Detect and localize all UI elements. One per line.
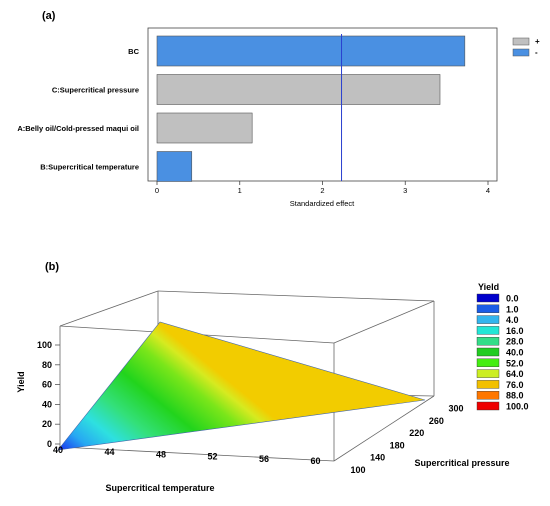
legend-level: 1.0 — [506, 304, 519, 314]
y-tick-label-3d: 140 — [370, 453, 385, 463]
x-tick-label-3d: 44 — [104, 447, 114, 457]
legend-swatch-3d — [476, 293, 500, 303]
box-edge — [59, 446, 335, 462]
legend-level: 100.0 — [506, 402, 529, 412]
legend-swatch-3d — [476, 391, 500, 400]
legend-title: Yield — [478, 282, 499, 292]
box-edge — [59, 290, 159, 327]
legend-swatch-3d — [476, 315, 500, 324]
legend-swatch — [512, 37, 530, 46]
x-tick-label-3d: 48 — [156, 449, 166, 459]
x-tick-label: 2 — [320, 186, 324, 195]
x-tick-label-3d: 56 — [259, 454, 269, 464]
legend-label: + — [535, 37, 540, 46]
legend-label: - — [535, 48, 538, 57]
z-tick-label: 40 — [42, 399, 52, 409]
legend-swatch-3d — [476, 326, 500, 335]
legend-swatch-3d — [476, 347, 500, 357]
legend-swatch-3d — [476, 369, 500, 378]
z-tick-label: 0 — [47, 439, 52, 449]
legend-level: 76.0 — [506, 380, 524, 390]
x-tick-label-3d: 60 — [310, 456, 320, 466]
box-edge — [157, 290, 435, 302]
box-edge — [333, 395, 435, 462]
bar-category-label: A:Belly oil/Cold-pressed maqui oil — [17, 124, 139, 133]
legend-level: 0.0 — [506, 294, 519, 304]
legend-level: 16.0 — [506, 326, 524, 336]
y-axis-label-3d: Supercritical pressure — [414, 458, 509, 468]
bar-chart-x-axis-label: Standardized effect — [290, 199, 355, 208]
legend-swatch-3d — [476, 304, 500, 313]
bar-1 — [156, 74, 441, 105]
y-tick-label-3d: 100 — [350, 465, 365, 475]
x-axis-label-3d: Supercritical temperature — [105, 483, 214, 493]
bar-category-label: C:Supercritical pressure — [52, 86, 139, 95]
x-tick-label-3d: 40 — [53, 445, 63, 455]
x-tick-label: 1 — [238, 186, 242, 195]
panel-b-label: (b) — [45, 261, 59, 273]
legend-level: 28.0 — [506, 337, 524, 347]
y-tick-label-3d: 260 — [429, 416, 444, 426]
box-edge — [333, 300, 435, 344]
panel-a-label: (a) — [42, 10, 56, 22]
legend-swatch-3d — [476, 358, 500, 367]
bar-2 — [156, 112, 253, 144]
legend-swatch-3d — [476, 401, 500, 411]
bar-category-label: B:Supercritical temperature — [40, 163, 139, 172]
bar-0 — [156, 35, 466, 67]
x-tick-label: 0 — [155, 186, 159, 195]
x-tick-label-3d: 52 — [207, 452, 217, 462]
legend-level: 52.0 — [506, 358, 524, 368]
bar-3 — [156, 151, 193, 182]
y-tick-label-3d: 220 — [409, 428, 424, 438]
legend-level: 64.0 — [506, 369, 524, 379]
legend-swatch-3d — [476, 380, 500, 389]
x-tick-label: 3 — [403, 186, 407, 195]
bar-category-label: BC — [128, 47, 139, 56]
legend-level: 4.0 — [506, 315, 519, 325]
x-tick-label: 4 — [486, 186, 490, 195]
legend-level: 88.0 — [506, 391, 524, 401]
z-tick-label: 80 — [42, 360, 52, 370]
y-tick-label-3d: 300 — [448, 404, 463, 414]
legend-swatch — [512, 48, 530, 57]
yield-surface — [57, 321, 426, 451]
z-tick-label: 20 — [42, 419, 52, 429]
z-tick-label: 60 — [42, 380, 52, 390]
z-tick-label: 100 — [37, 340, 52, 350]
legend-swatch-3d — [476, 337, 500, 346]
z-axis-label: Yield — [16, 371, 26, 392]
legend-level: 40.0 — [506, 348, 524, 358]
y-tick-label-3d: 180 — [390, 440, 405, 450]
